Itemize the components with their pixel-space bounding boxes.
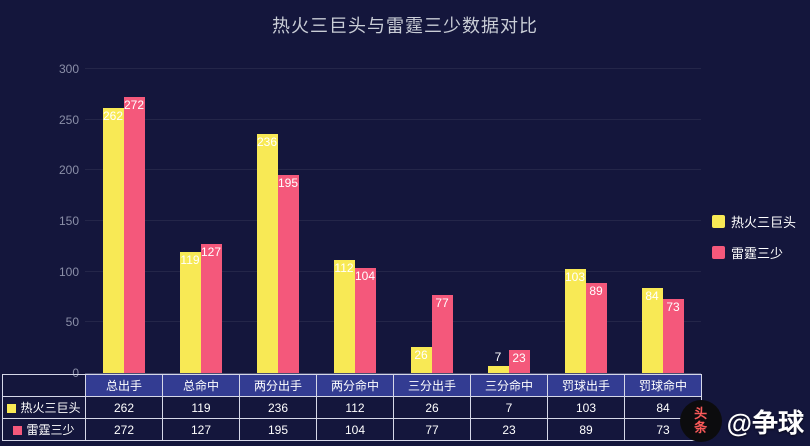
bar-value-label: 73: [666, 300, 680, 315]
table-value-cell: 119: [162, 396, 240, 419]
y-axis-tick-label: 250: [58, 112, 79, 127]
bar-雷霆三少-总命中[interactable]: [200, 244, 222, 373]
table-value-cell: 236: [239, 396, 317, 419]
bar-热火三巨头-总命中[interactable]: [179, 252, 201, 373]
bar-value-label: 7: [494, 349, 502, 364]
gridline: [85, 270, 701, 272]
bar-value-label: 89: [589, 283, 603, 298]
bar-value-label: 23: [512, 350, 526, 365]
bar-雷霆三少-三分出手[interactable]: [431, 294, 453, 373]
table-row: 热火三巨头 262 119 236 112 26 7 103 84: [2, 396, 702, 419]
bar-热火三巨头-三分出手[interactable]: [410, 346, 432, 373]
watermark-handle: @争球: [726, 407, 804, 438]
bar-雷霆三少-三分命中[interactable]: [508, 349, 530, 373]
bar-group-1: 262 272: [85, 70, 162, 373]
chart-title: 热火三巨头与雷霆三少数据对比: [272, 16, 538, 36]
bar-雷霆三少-两分命中[interactable]: [354, 267, 376, 373]
table-value-cell: 112: [316, 396, 394, 419]
bar-group-2: 119 127: [162, 70, 239, 373]
table-series-name-cell: 热火三巨头: [2, 396, 86, 419]
table-value-cell: 77: [393, 418, 471, 441]
table-category-header: 罚球命中: [624, 374, 702, 397]
legend-swatch-icon: [712, 215, 725, 228]
table-category-header: 总出手: [85, 374, 163, 397]
bar-value-label: 103: [564, 269, 586, 284]
bar-value-label: 26: [414, 347, 428, 362]
bar-value-label: 104: [354, 268, 376, 283]
table-category-header: 两分命中: [316, 374, 394, 397]
legend-item-热火三巨头[interactable]: 热火三巨头: [712, 212, 796, 231]
table-corner-cell: [2, 374, 86, 397]
y-axis-tick-label: 0: [72, 366, 79, 380]
bar-雷霆三少-总出手[interactable]: [123, 97, 145, 373]
bar-value-label: 262: [102, 108, 124, 123]
table-value-cell: 103: [547, 396, 625, 419]
series-swatch-icon: [7, 404, 17, 414]
table-value-cell: 89: [547, 418, 625, 441]
table-value-cell: 127: [162, 418, 240, 441]
gridline: [85, 220, 701, 221]
toutiao-logo-icon: 头条: [679, 400, 722, 442]
bar-value-label: 195: [277, 176, 299, 191]
bar-雷霆三少-罚球出手[interactable]: [585, 282, 607, 373]
toutiao-logo-text: 头条: [694, 406, 708, 435]
bar-热火三巨头-两分命中[interactable]: [333, 259, 355, 373]
bar-group-7: 103 89: [547, 70, 624, 373]
table-series-name-cell: 雷霆三少: [2, 418, 86, 441]
bar-value-label: 77: [435, 295, 449, 310]
bar-group-8: 84 73: [624, 70, 701, 373]
legend: 热火三巨头 雷霆三少: [712, 212, 796, 274]
gridline: [85, 68, 701, 69]
bar-group-3: 236 195: [239, 70, 316, 373]
bar-热火三巨头-三分命中[interactable]: [487, 365, 509, 373]
bar-雷霆三少-罚球命中[interactable]: [662, 299, 684, 373]
table-value-cell: 104: [316, 418, 394, 441]
bar-group-5: 26 77: [393, 70, 470, 373]
table-value-cell: 195: [239, 418, 317, 441]
bar-热火三巨头-罚球命中[interactable]: [641, 287, 663, 373]
y-axis-tick-label: 100: [58, 264, 79, 279]
table-category-header: 三分出手: [393, 374, 471, 397]
table-row: 雷霆三少 272 127 195 104 77 23 89 73: [2, 418, 702, 441]
table-header-row: 总出手 总命中 两分出手 两分命中 三分出手 三分命中 罚球出手 罚球命中: [2, 374, 702, 397]
table-category-header: 两分出手: [239, 374, 317, 397]
table-value-cell: 272: [85, 418, 163, 441]
table-value-cell: 23: [470, 418, 548, 441]
bar-雷霆三少-两分出手[interactable]: [277, 175, 299, 373]
bar-value-label: 272: [123, 98, 145, 113]
bar-热火三巨头-总出手[interactable]: [102, 107, 124, 373]
table-value-cell: 7: [470, 396, 548, 419]
y-axis-tick-label: 150: [58, 214, 79, 228]
y-axis-tick-label: 200: [58, 163, 79, 178]
table-value-cell: 26: [393, 396, 471, 419]
legend-item-雷霆三少[interactable]: 雷霆三少: [712, 243, 796, 262]
legend-label: 雷霆三少: [731, 246, 784, 261]
y-axis-tick-label: 50: [65, 315, 79, 330]
bar-value-label: 112: [334, 260, 354, 275]
bar-value-label: 236: [256, 134, 278, 149]
table-value-cell: 262: [85, 396, 163, 419]
bar-热火三巨头-两分出手[interactable]: [256, 133, 278, 373]
gridline: [85, 118, 701, 120]
bar-group-4: 112 104: [316, 70, 393, 373]
bar-value-label: 127: [200, 245, 222, 260]
legend-swatch-icon: [712, 246, 725, 259]
gridline: [85, 169, 701, 171]
bar-value-label: 84: [645, 288, 659, 303]
watermark: 头条 @争球: [679, 400, 804, 442]
data-table: 总出手 总命中 两分出手 两分命中 三分出手 三分命中 罚球出手 罚球命中 热火三巨头 262 11…: [2, 374, 702, 441]
table-category-header: 三分命中: [470, 374, 548, 397]
bar-group-6: 7 23: [470, 70, 547, 373]
gridline: [85, 321, 701, 323]
table-category-header: 总命中: [162, 374, 240, 397]
table-category-header: 罚球出手: [547, 374, 625, 397]
bar-热火三巨头-罚球出手[interactable]: [564, 268, 586, 373]
series-swatch-icon: [13, 426, 23, 436]
legend-label: 热火三巨头: [731, 215, 797, 230]
y-axis-tick-label: 300: [58, 62, 79, 76]
plot-area: 0 50 100 150 200 250 300 262 272 119 127 236 195 112 1…: [59, 62, 701, 380]
bar-value-label: 119: [180, 253, 200, 268]
